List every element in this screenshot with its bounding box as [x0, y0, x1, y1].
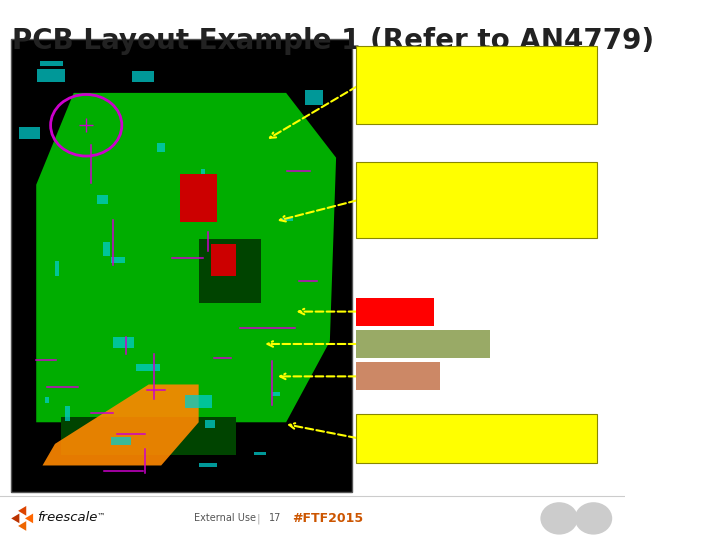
Text: External Use: External Use — [194, 514, 256, 523]
Text: 5V GND: 5V GND — [373, 307, 417, 316]
Text: Power supply GND: Power supply GND — [372, 339, 474, 349]
FancyBboxPatch shape — [132, 71, 153, 82]
Text: 12V GND: 12V GND — [373, 372, 423, 381]
Text: 17: 17 — [269, 514, 281, 523]
FancyBboxPatch shape — [185, 395, 212, 408]
FancyBboxPatch shape — [211, 244, 236, 276]
FancyBboxPatch shape — [40, 61, 63, 66]
FancyBboxPatch shape — [199, 239, 261, 303]
Circle shape — [575, 502, 612, 535]
Polygon shape — [18, 521, 26, 531]
FancyBboxPatch shape — [253, 451, 266, 456]
Polygon shape — [12, 514, 19, 523]
FancyBboxPatch shape — [104, 242, 110, 255]
Text: >: > — [587, 511, 600, 526]
Text: freescale: freescale — [37, 511, 98, 524]
FancyBboxPatch shape — [356, 46, 597, 124]
FancyBboxPatch shape — [113, 338, 134, 348]
Text: Minimize the ground loops
by  use of the corner points
for peripheral components: Minimize the ground loops by use of the … — [366, 170, 521, 215]
FancyBboxPatch shape — [137, 364, 161, 372]
Polygon shape — [25, 514, 33, 523]
FancyBboxPatch shape — [12, 39, 351, 492]
FancyBboxPatch shape — [282, 218, 293, 221]
FancyBboxPatch shape — [356, 330, 490, 358]
FancyBboxPatch shape — [55, 261, 59, 276]
FancyBboxPatch shape — [37, 69, 65, 82]
FancyBboxPatch shape — [111, 257, 125, 263]
Circle shape — [541, 502, 578, 535]
FancyBboxPatch shape — [66, 406, 70, 421]
Text: |: | — [256, 513, 260, 524]
FancyBboxPatch shape — [272, 392, 280, 396]
FancyBboxPatch shape — [204, 420, 215, 428]
FancyBboxPatch shape — [356, 298, 434, 326]
Text: Avoid the ESD discharge energy
injects into the 5V GND directly: Avoid the ESD discharge energy injects i… — [366, 422, 546, 444]
FancyBboxPatch shape — [356, 362, 441, 390]
FancyBboxPatch shape — [45, 397, 49, 403]
FancyBboxPatch shape — [96, 195, 107, 205]
Polygon shape — [36, 93, 336, 422]
Text: Fill up a ground plane
underneath the MCU and
connect all VSS pins together
with: Fill up a ground plane underneath the MC… — [366, 54, 531, 99]
FancyBboxPatch shape — [19, 127, 40, 139]
FancyBboxPatch shape — [180, 174, 217, 222]
FancyBboxPatch shape — [202, 169, 205, 185]
Text: ™: ™ — [96, 512, 105, 521]
Text: #FTF2015: #FTF2015 — [292, 512, 364, 525]
FancyBboxPatch shape — [356, 162, 597, 238]
Text: <: < — [553, 511, 565, 526]
Text: PCB Layout Example 1 (Refer to AN4779): PCB Layout Example 1 (Refer to AN4779) — [12, 27, 654, 55]
FancyBboxPatch shape — [356, 414, 597, 463]
FancyBboxPatch shape — [199, 463, 217, 467]
Polygon shape — [18, 506, 26, 516]
FancyBboxPatch shape — [61, 417, 236, 455]
FancyBboxPatch shape — [111, 437, 131, 445]
Polygon shape — [42, 384, 199, 465]
FancyBboxPatch shape — [157, 143, 165, 152]
FancyBboxPatch shape — [305, 90, 323, 105]
